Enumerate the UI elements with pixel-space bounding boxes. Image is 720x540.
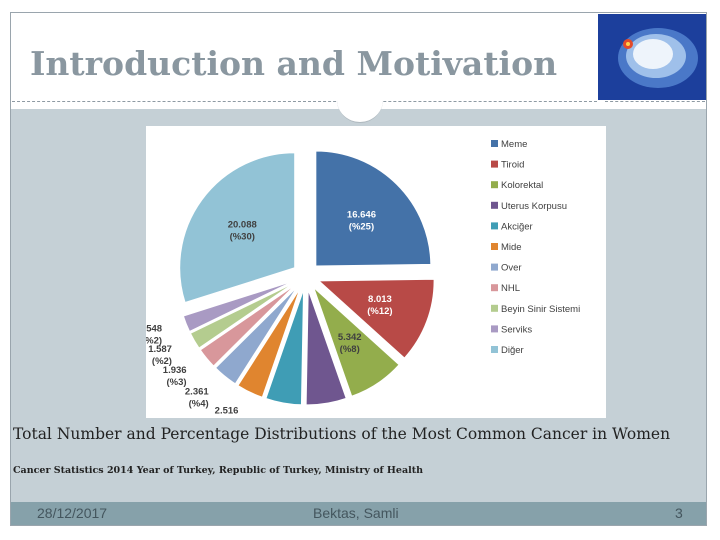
legend-swatch [491, 243, 498, 250]
pie-slice [315, 150, 432, 267]
slice-percent-label: (%25) [349, 222, 374, 233]
source-note: Cancer Statistics 2014 Year of Turkey, R… [13, 465, 424, 476]
legend-label: Kolorektal [501, 180, 543, 191]
footer-bar: 28/12/2017 Bektas, Samli 3 [11, 502, 706, 525]
title-divider [12, 101, 597, 102]
pie-slice [237, 288, 301, 398]
slice-value-label: 1.548 [146, 323, 162, 334]
slice-percent-label: (%2) [146, 335, 162, 346]
legend-label: Uterus Korpusu [501, 201, 567, 212]
pie-slice [317, 278, 435, 359]
legend-swatch [491, 304, 498, 312]
legend-label: Beyin Sinir Sistemi [501, 304, 580, 315]
legend-swatch [491, 284, 498, 292]
pie-chart: 16.646(%25)8.013(%12)5.342(%8)3.794(%6)3… [138, 139, 580, 442]
chart-container: 16.646(%25)8.013(%12)5.342(%8)3.794(%6)3… [138, 126, 606, 442]
slice-percent-label: (%4) [189, 399, 209, 410]
legend-label: NHL [501, 283, 520, 294]
legend-swatch [491, 201, 498, 209]
pie-slice [313, 287, 400, 397]
legend-swatch [491, 222, 498, 230]
slice-value-label: 1.587 [148, 344, 172, 355]
legend-swatch [491, 160, 498, 168]
slice-value-label: 2.516 [215, 406, 239, 417]
legend-swatch [491, 263, 498, 271]
legend-label: Mide [501, 242, 522, 253]
pie-slice [189, 282, 295, 349]
legend-swatch [491, 346, 498, 353]
pie-slice [214, 286, 298, 385]
slide-title: Introduction and Motivation [30, 44, 558, 83]
slice-value-label: 8.013 [368, 294, 392, 305]
legend-swatch [491, 181, 498, 189]
pie-slice [265, 289, 305, 406]
slice-value-label: 16.646 [347, 210, 376, 221]
pie-slice [182, 280, 294, 333]
slice-percent-label: (%3) [167, 377, 187, 388]
footer-date: 28/12/2017 [37, 505, 108, 521]
pie-slice [199, 284, 296, 367]
pie-slice [305, 289, 347, 406]
chart-caption: Total Number and Percentage Distribution… [13, 425, 671, 443]
legend-label: Diğer [501, 345, 524, 356]
footer-author: Bektas, Samli [313, 505, 399, 521]
pie-slice [179, 152, 296, 304]
title-divider-right [605, 101, 705, 102]
slice-value-label: 1.936 [163, 365, 187, 376]
slice-percent-label: (%12) [367, 306, 392, 317]
thermography-image [598, 14, 706, 100]
legend-label: Tiroid [501, 160, 524, 171]
slice-percent-label: (%2) [152, 356, 172, 367]
legend-swatch [491, 140, 498, 147]
legend-label: Serviks [501, 324, 532, 335]
slice-percent-label: (%30) [230, 231, 255, 242]
page-number: 3 [675, 505, 683, 521]
legend-label: Over [501, 263, 522, 274]
slice-value-label: 20.088 [228, 219, 257, 230]
slice-percent-label: (%8) [340, 344, 360, 355]
slice-value-label: 5.342 [338, 332, 362, 343]
legend-label: Meme [501, 139, 527, 150]
legend-label: Akciğer [501, 221, 533, 232]
legend-swatch [491, 325, 498, 333]
slice-value-label: 2.361 [185, 387, 209, 398]
